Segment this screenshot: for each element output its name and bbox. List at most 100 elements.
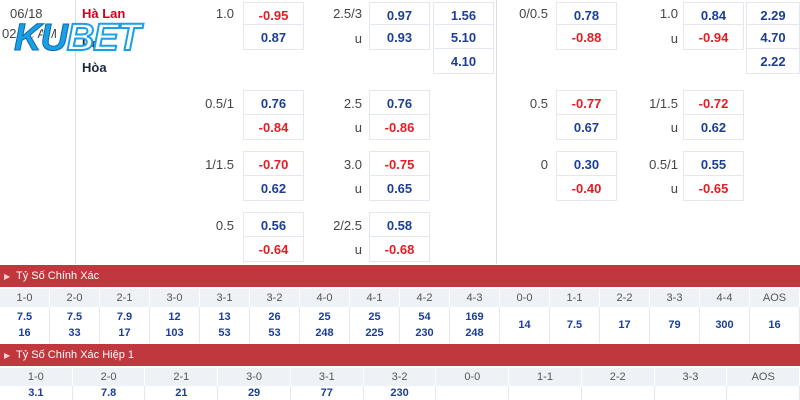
score-odds-cell[interactable]: 25 248 [300, 307, 350, 343]
ou-odds-over[interactable]: 0.76 [369, 90, 430, 116]
score-odds-value: 300 [715, 319, 734, 331]
score-header-cell: 3-1 [291, 368, 364, 386]
h1-hdp-odds-home[interactable]: 0.30 [556, 151, 617, 177]
ou-odds-under[interactable]: 0.93 [369, 24, 430, 50]
score-odds-cell[interactable]: 169 248 [450, 307, 500, 343]
1x2-away[interactable]: 5.10 [433, 24, 494, 50]
score-odds-cell[interactable]: 17 [600, 307, 650, 343]
score-header-cell: 4-4 [700, 289, 750, 307]
score-header-cell: AOS [750, 289, 800, 307]
score-odds-value: 3.1 [28, 387, 44, 399]
h1-ou-line: 0.5/1 [649, 157, 678, 172]
score-header-cell: 2-0 [73, 368, 146, 386]
h1-hdp-odds-away[interactable]: -0.88 [556, 24, 617, 50]
score-header-cell: 2-2 [600, 289, 650, 307]
score-header-cell: 0-0 [500, 289, 550, 307]
score-odds-cell[interactable] [655, 386, 728, 400]
h1-ou-odds-under[interactable]: -0.65 [683, 175, 744, 201]
h1-ou-odds-over[interactable]: 0.55 [683, 151, 744, 177]
hdp-odds-away[interactable]: 0.62 [243, 175, 304, 201]
ou-under-label: u [354, 120, 362, 135]
score-odds-cell[interactable]: 7.5 16 [0, 307, 50, 343]
score-header-cell: 1-1 [509, 368, 582, 386]
score-odds-value: 14 [518, 319, 531, 331]
hdp-odds-away[interactable]: -0.84 [243, 114, 304, 140]
correct-score-h1-header-row: 1-0 2-0 2-1 3-0 3-1 3-2 0-0 1-1 2-2 3-3 AOS [0, 368, 800, 386]
score-header-cell: 3-1 [200, 289, 250, 307]
logo-ku: KU [14, 16, 69, 59]
h1-hdp-odds-away[interactable]: 0.67 [556, 114, 617, 140]
score-odds-cell[interactable]: 300 [700, 307, 750, 343]
score-odds-value: 169 [465, 311, 484, 323]
collapse-arrow-icon: ▶ [4, 271, 11, 281]
score-odds-cell[interactable]: 77 [291, 386, 364, 400]
score-odds-cell[interactable]: 7.9 17 [100, 307, 150, 343]
h1-hdp-odds-away[interactable]: -0.40 [556, 175, 617, 201]
h1-hdp-line: 0.5 [529, 96, 548, 111]
h1-ou-odds-under[interactable]: -0.94 [683, 24, 744, 50]
score-odds-cell[interactable]: 54 230 [400, 307, 450, 343]
score-odds-cell[interactable]: 25 225 [350, 307, 400, 343]
score-odds-cell[interactable]: 230 [364, 386, 437, 400]
ou-odds-under[interactable]: -0.68 [369, 236, 430, 262]
score-header-cell: 3-3 [655, 368, 728, 386]
hdp-odds-away[interactable]: 0.87 [243, 24, 304, 50]
hdp-odds-away[interactable]: -0.64 [243, 236, 304, 262]
1x2-draw[interactable]: 4.10 [433, 48, 494, 74]
ou-odds-under[interactable]: -0.86 [369, 114, 430, 140]
score-odds-value: 17 [118, 327, 131, 339]
score-odds-cell[interactable]: 7.5 [550, 307, 600, 343]
score-header-cell: 2-1 [100, 289, 150, 307]
score-odds-cell[interactable]: 3.1 [0, 386, 73, 400]
score-odds-cell[interactable]: 13 53 [200, 307, 250, 343]
ou-under-label: u [354, 31, 362, 46]
hdp-odds-home[interactable]: -0.70 [243, 151, 304, 177]
section-header-correct-score[interactable]: ▶ Tỷ Số Chính Xác [0, 265, 800, 287]
ou-odds-over[interactable]: 0.58 [369, 212, 430, 238]
h1-hdp-odds-home[interactable]: -0.77 [556, 90, 617, 116]
ou-odds-over[interactable]: -0.75 [369, 151, 430, 177]
h1-1x2-draw[interactable]: 2.22 [746, 48, 800, 74]
ou-line: 2/2.5 [333, 218, 362, 233]
h1-hdp-line: 0/0.5 [519, 6, 548, 21]
ou-odds-over[interactable]: 0.97 [369, 2, 430, 28]
divider [496, 0, 497, 264]
logo-bet: BET [66, 16, 142, 60]
score-odds-cell[interactable] [727, 386, 800, 400]
score-odds-cell[interactable]: 12 103 [150, 307, 200, 343]
hdp-odds-home[interactable]: 0.56 [243, 212, 304, 238]
h1-ou-under-label: u [670, 120, 678, 135]
score-odds-cell[interactable]: 14 [500, 307, 550, 343]
score-odds-value: 248 [465, 327, 484, 339]
score-odds-cell[interactable]: 26 53 [250, 307, 300, 343]
score-odds-value: 12 [168, 311, 181, 323]
h1-ou-odds-over[interactable]: -0.72 [683, 90, 744, 116]
correct-score-value-row: 7.5 16 7.5 33 7.9 17 12 103 13 53 26 53 25 248 25 225 54… [0, 307, 800, 343]
hdp-odds-home[interactable]: -0.95 [243, 2, 304, 28]
score-odds-cell[interactable]: 79 [650, 307, 700, 343]
ou-odds-under[interactable]: 0.65 [369, 175, 430, 201]
correct-score-header-row: 1-0 2-0 2-1 3-0 3-1 3-2 4-0 4-1 4-2 4-3 0-0 1-1 2-2 3… [0, 289, 800, 307]
score-odds-cell[interactable]: 7.8 [73, 386, 146, 400]
score-odds-cell[interactable]: 21 [145, 386, 219, 400]
score-odds-cell[interactable]: 7.5 33 [50, 307, 100, 343]
score-odds-cell[interactable] [582, 386, 655, 400]
score-odds-value: 103 [165, 327, 184, 339]
section-header-correct-score-h1[interactable]: ▶ Tỷ Số Chính Xác Hiệp 1 [0, 344, 800, 366]
h1-ou-under-label: u [670, 31, 678, 46]
score-header-cell: 3-0 [218, 368, 291, 386]
score-odds-cell[interactable]: 16 [750, 307, 800, 343]
h1-1x2-away[interactable]: 4.70 [746, 24, 800, 50]
score-odds-cell[interactable]: 29 [218, 386, 291, 400]
score-header-cell: 2-1 [145, 368, 219, 386]
score-odds-cell[interactable] [436, 386, 510, 400]
hdp-odds-home[interactable]: 0.76 [243, 90, 304, 116]
score-header-cell: 4-1 [350, 289, 400, 307]
score-header-cell: 0-0 [436, 368, 510, 386]
score-odds-value: 16 [768, 319, 781, 331]
score-header-cell: 3-3 [650, 289, 700, 307]
h1-ou-odds-under[interactable]: 0.62 [683, 114, 744, 140]
score-odds-value: 7.8 [100, 387, 117, 399]
score-odds-cell[interactable] [509, 386, 582, 400]
score-header-cell: 1-0 [0, 368, 73, 386]
